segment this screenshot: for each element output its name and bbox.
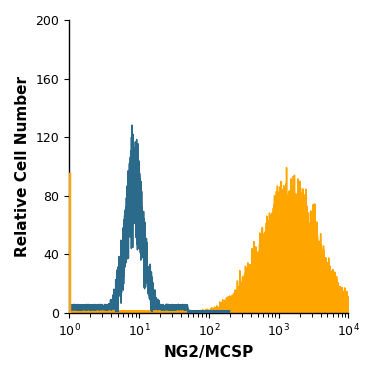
X-axis label: NG2/MCSP: NG2/MCSP bbox=[164, 345, 254, 360]
Y-axis label: Relative Cell Number: Relative Cell Number bbox=[15, 76, 30, 257]
